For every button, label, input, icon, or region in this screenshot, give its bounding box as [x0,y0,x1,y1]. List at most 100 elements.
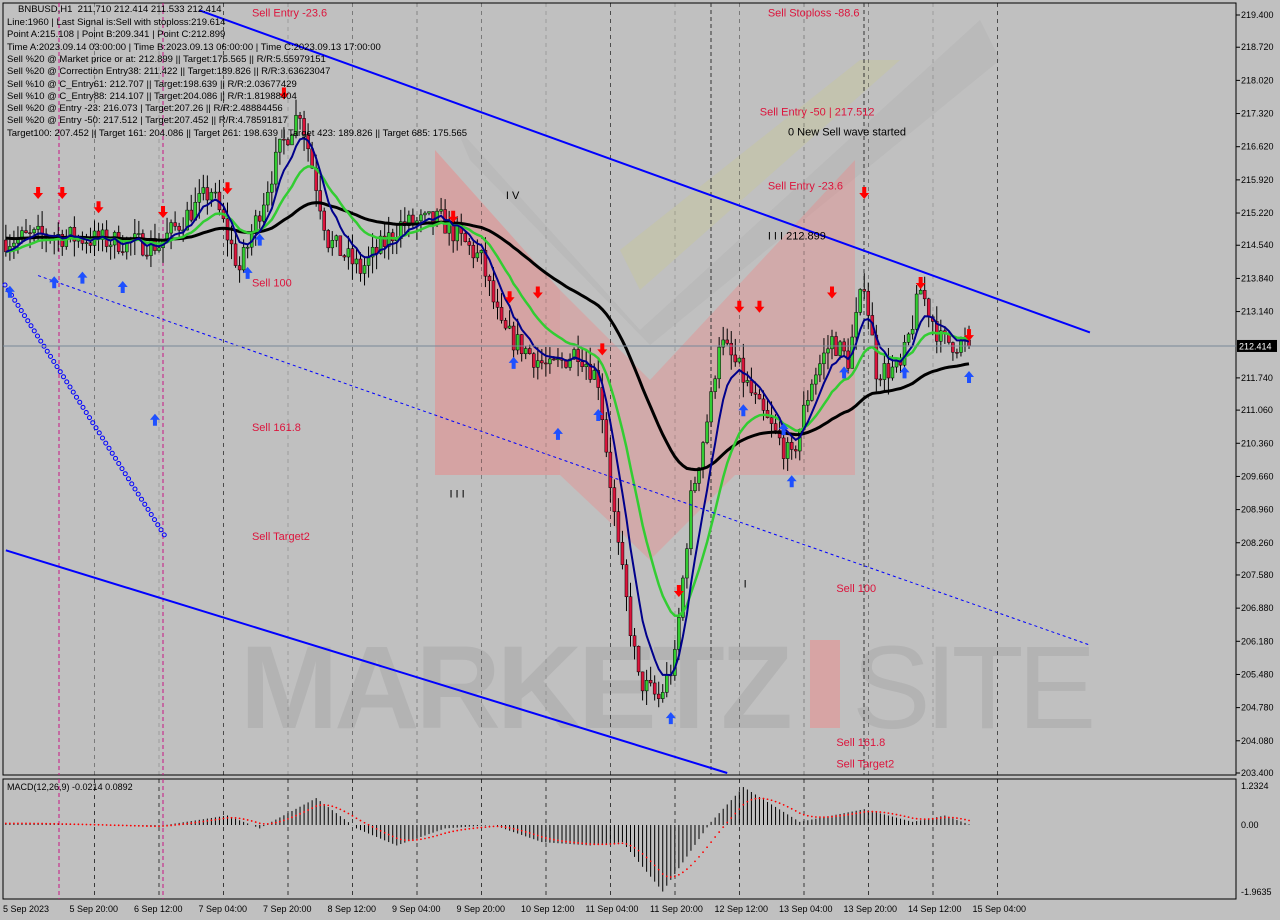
macd-signal-point [714,836,717,838]
macd-signal-point [146,825,148,827]
macd-signal-point [105,824,108,826]
candle-body [532,353,536,368]
candle-body [245,246,250,249]
candle-body [628,596,633,636]
candle-body [806,400,810,406]
candle-body [88,242,93,246]
macd-y-tick-label: 0.00 [1241,820,1259,830]
macd-signal-point [839,814,841,817]
projection-dot [126,476,131,482]
macd-signal-point [81,823,84,826]
y-tick-label: 203.400 [1241,768,1274,778]
y-tick-label: 213.140 [1241,307,1274,317]
macd-signal-point [85,823,88,826]
candle-body [697,467,701,484]
macd-signal-point [665,875,668,878]
sell-arrow-icon [33,187,44,200]
chart-annotation: Sell Target2 [252,531,310,543]
macd-signal-point [436,834,438,837]
buy-arrow-icon [665,712,676,725]
y-tick-label: 219.400 [1241,10,1274,20]
candle-body [28,232,32,234]
macd-signal-point [867,810,870,813]
candle-body [12,242,16,247]
candle-body [390,232,395,242]
x-tick-label: 5 Sep 2023 [3,904,49,914]
info-line: Line:1960 | Last Signal is:Sell with sto… [7,17,226,28]
candle-body [120,251,125,253]
info-line: Target100: 207.452 || Target 161: 204.08… [7,127,468,139]
macd-signal-point [875,810,878,813]
macd-signal-point [762,797,765,800]
buy-arrow-icon [786,475,797,488]
buy-arrow-icon [593,408,604,421]
candle-body [886,363,891,379]
projection-dot [142,501,148,507]
candle-body [926,298,931,317]
macd-signal-point [278,820,281,823]
macd-signal-point [690,864,692,867]
candle-body [592,370,596,380]
projection-dot [28,323,34,329]
macd-pane [2,778,1237,900]
chart-annotation: Sell 161.8 [252,422,301,434]
macd-signal-point [835,815,837,818]
projection-dot [96,430,102,436]
macd-signal-point [452,830,455,833]
candle-body [209,191,214,201]
macd-signal-point [633,846,636,849]
candle-body [298,115,302,119]
y-tick-label: 206.880 [1241,603,1274,613]
candle-body [72,227,77,242]
macd-signal-point [166,824,168,827]
macd-signal-point [593,843,596,846]
macd-signal-point [230,816,233,819]
candle-body [4,239,8,253]
x-tick-label: 12 Sep 12:00 [715,904,769,914]
macd-signal-point [702,851,704,854]
projection-dot [22,313,27,319]
x-tick-label: 10 Sep 12:00 [521,904,575,914]
macd-signal-point [778,802,781,805]
macd-signal-point [254,821,257,823]
buy-arrow-icon [242,266,253,279]
macd-signal-point [851,813,854,815]
macd-signal-point [17,822,19,825]
macd-signal-point [617,842,620,845]
candle-body [511,325,516,351]
macd-signal-point [738,808,741,811]
macd-signal-point [214,818,217,821]
projection-dot [2,282,8,288]
macd-signal-point [754,797,757,800]
macd-signal-point [718,831,721,833]
projection-dot [129,481,135,487]
macd-signal-point [246,819,249,821]
channel-trendline [198,9,1091,334]
macd-signal-point [307,809,309,811]
macd-signal-point [33,822,35,825]
macd-signal-point [544,837,547,839]
candle-body [479,250,484,254]
macd-signal-point [327,804,330,807]
x-tick-label: 15 Sep 04:00 [973,904,1027,914]
projection-dot [77,399,83,405]
macd-signal-point [262,822,265,825]
macd-signal-point [371,825,374,828]
macd-signal-point [968,819,970,822]
candle-body [789,442,794,450]
candle-body [342,255,347,258]
y-tick-label: 204.080 [1241,736,1274,746]
chart-annotation: Sell Stoploss -88.6 [768,8,860,20]
candle-body [660,692,665,699]
projection-dot [61,374,66,380]
candle-body [818,363,822,376]
macd-signal-point [883,811,886,814]
y-tick-label: 211.740 [1241,373,1273,383]
candle-body [689,490,693,549]
channel-trendline [5,549,728,774]
y-tick-label: 215.920 [1241,175,1274,185]
macd-signal-point [295,814,297,817]
candle-body [576,349,580,362]
candle-body [294,115,298,136]
